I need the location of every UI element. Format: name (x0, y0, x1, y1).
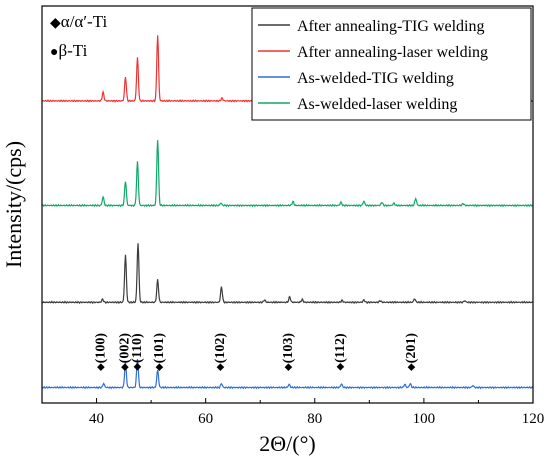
x-tick-label: 120 (522, 411, 545, 427)
plot-frame (41, 5, 534, 404)
x-tick-label: 100 (413, 411, 436, 427)
phase-legend-beta: ●β-Ti (50, 41, 88, 60)
peak-annotation-4: ◆(101) (152, 333, 167, 371)
legend-label-2: After annealing-laser welding (297, 44, 488, 61)
series-line-1 (41, 243, 534, 305)
legend-box (251, 7, 532, 121)
x-axis-label: 2Θ/(°) (259, 431, 315, 456)
x-tick-label: 60 (198, 411, 213, 427)
phase-legend: ◆α/α′-Ti ●β-Ti (50, 12, 107, 60)
phase-legend-alpha: ◆α/α′-Ti (50, 12, 107, 31)
annotation-layer: ◆(100) ◆(002)◆(110) ◆(101) ◆(102) ◆(103) ◆(11… (94, 333, 419, 371)
legend-label-4: As-welded-laser welding (297, 96, 457, 113)
series-line-3 (41, 359, 534, 390)
peak-annotation-2: ◆(002) (118, 333, 133, 371)
x-tick-label: 40 (89, 411, 104, 427)
series-legend: After annealing-TIG welding After anneali… (251, 7, 532, 121)
y-axis-label: Intensity/(cps) (1, 141, 26, 268)
legend-label-3: As-welded-TIG welding (297, 70, 454, 87)
peak-annotation-5: ◆(102) (213, 333, 228, 371)
series-line-4 (41, 140, 534, 208)
peak-annotation-6: ◆(103) (281, 333, 296, 371)
x-axis: 40 60 80 100 120 (41, 398, 545, 427)
peak-annotation-8: ◆(201) (404, 333, 419, 371)
x-tick-label: 80 (307, 411, 322, 427)
peak-annotation-7: ◆(112) (333, 333, 348, 371)
peak-annotation-3: ◆(110) (130, 333, 145, 371)
peak-annotation-1: ◆(100) (94, 333, 109, 371)
legend-label-1: After annealing-TIG welding (297, 18, 484, 35)
